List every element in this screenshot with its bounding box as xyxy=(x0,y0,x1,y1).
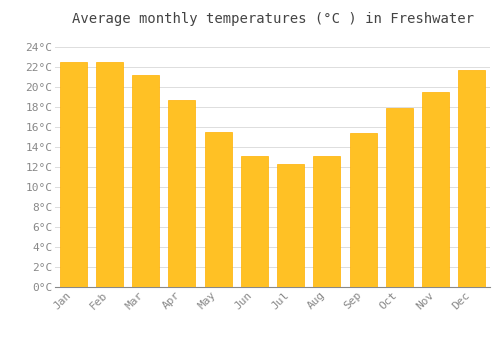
Bar xyxy=(350,133,376,287)
Bar xyxy=(168,100,196,287)
Bar xyxy=(458,70,485,287)
Bar xyxy=(132,75,159,287)
Bar xyxy=(314,156,340,287)
Bar xyxy=(422,92,449,287)
Bar xyxy=(204,132,232,287)
Bar xyxy=(386,108,413,287)
Title: Average monthly temperatures (°C ) in Freshwater: Average monthly temperatures (°C ) in Fr… xyxy=(72,12,473,26)
Bar xyxy=(277,164,304,287)
Bar xyxy=(241,156,268,287)
Bar xyxy=(96,62,123,287)
Bar xyxy=(60,62,86,287)
